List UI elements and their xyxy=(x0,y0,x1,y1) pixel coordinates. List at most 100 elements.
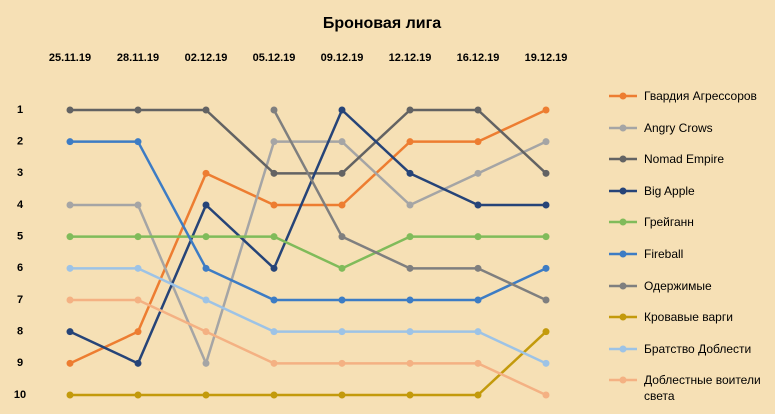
legend-swatch xyxy=(609,250,637,258)
data-point xyxy=(134,138,142,146)
data-point xyxy=(406,359,414,367)
chart: Броновая лига 25.11.19 28.11.19 02.12.19 05… xyxy=(14,15,568,401)
legend-item: Братство Доблести xyxy=(608,341,773,373)
legend-label: Грейганн xyxy=(644,215,694,230)
data-point xyxy=(474,264,482,272)
data-point xyxy=(474,328,482,336)
data-point xyxy=(406,201,414,209)
data-point xyxy=(202,296,210,304)
data-point xyxy=(338,264,346,272)
legend-item: Кровавые варги xyxy=(608,309,773,341)
legend-label: Big Apple xyxy=(644,183,695,198)
legend-swatch xyxy=(609,345,637,353)
x-tick-label: 19.12.19 xyxy=(525,52,568,64)
data-point xyxy=(202,106,210,114)
data-point xyxy=(202,201,210,209)
legend-item: Fireball xyxy=(608,246,773,278)
x-tick-label: 05.12.19 xyxy=(253,52,296,64)
legend-item: Big Apple xyxy=(608,183,773,215)
data-point xyxy=(270,359,278,367)
x-tick-label: 25.11.19 xyxy=(49,52,91,64)
data-point xyxy=(270,328,278,336)
data-point xyxy=(474,296,482,304)
series-line xyxy=(70,330,547,397)
data-point xyxy=(270,138,278,146)
data-point xyxy=(66,391,74,399)
y-tick-label: 7 xyxy=(17,294,23,306)
data-point xyxy=(474,233,482,241)
data-point xyxy=(474,201,482,209)
data-point xyxy=(542,264,550,272)
data-point xyxy=(134,233,142,241)
data-point xyxy=(134,328,142,336)
y-tick-label: 6 xyxy=(17,262,23,274)
data-point xyxy=(134,391,142,399)
data-point xyxy=(338,138,346,146)
y-tick-label: 1 xyxy=(17,104,23,116)
data-point xyxy=(406,264,414,272)
data-point xyxy=(66,138,74,146)
data-point xyxy=(338,296,346,304)
legend-label: Гвардия Агрессоров xyxy=(644,89,757,103)
data-point xyxy=(338,233,346,241)
y-tick-label: 2 xyxy=(17,136,23,148)
data-point xyxy=(134,201,142,209)
legend-item: Одержимые xyxy=(608,278,773,310)
data-point xyxy=(542,169,550,177)
data-point xyxy=(406,391,414,399)
data-point xyxy=(202,233,210,241)
data-point xyxy=(270,169,278,177)
data-point xyxy=(66,201,74,209)
legend-item: Nomad Empire xyxy=(608,151,773,183)
legend-label: Fireball xyxy=(644,246,684,261)
series-line xyxy=(70,267,547,365)
legend-swatch xyxy=(609,282,637,290)
data-point xyxy=(134,296,142,304)
legend-label: Angry Crows xyxy=(644,120,713,135)
data-point xyxy=(542,138,550,146)
data-point xyxy=(202,391,210,399)
x-tick-label: 28.11.19 xyxy=(117,52,159,64)
series-line xyxy=(70,298,547,397)
data-point xyxy=(338,328,346,336)
data-point xyxy=(474,138,482,146)
data-point xyxy=(338,359,346,367)
data-point xyxy=(134,106,142,114)
data-point xyxy=(474,391,482,399)
x-tick-label: 02.12.19 xyxy=(185,52,228,64)
data-point xyxy=(66,296,74,304)
y-tick-label: 9 xyxy=(17,357,23,369)
data-point xyxy=(270,201,278,209)
data-point xyxy=(406,138,414,146)
data-point xyxy=(542,201,550,209)
legend-marker xyxy=(619,282,627,290)
legend-label: Кровавые варги xyxy=(644,310,733,325)
data-point xyxy=(338,169,346,177)
data-point xyxy=(338,391,346,399)
legend-marker xyxy=(619,345,627,353)
data-point xyxy=(542,391,550,399)
legend-marker xyxy=(619,250,627,258)
legend-marker xyxy=(619,155,627,163)
y-tick-label: 8 xyxy=(17,326,23,338)
data-point xyxy=(542,328,550,336)
x-tick-label: 09.12.19 xyxy=(321,52,364,64)
y-tick-label: 10 xyxy=(14,389,26,401)
legend-item: Грейганн xyxy=(608,214,773,246)
series-line xyxy=(69,108,546,365)
x-tick-label: 16.12.19 xyxy=(457,52,500,64)
data-point xyxy=(542,233,550,241)
y-tick-label: 3 xyxy=(17,167,23,179)
legend-swatch xyxy=(609,155,637,163)
data-point xyxy=(134,359,142,367)
legend-marker xyxy=(619,187,627,195)
data-point xyxy=(66,264,74,272)
legend-item: Гвардия Агрессоров xyxy=(608,88,773,120)
legend-item: Angry Crows xyxy=(608,120,773,152)
legend-swatch xyxy=(609,313,637,321)
data-point xyxy=(134,264,142,272)
data-point xyxy=(66,106,74,114)
legend-marker xyxy=(619,376,627,384)
data-point xyxy=(270,106,278,114)
